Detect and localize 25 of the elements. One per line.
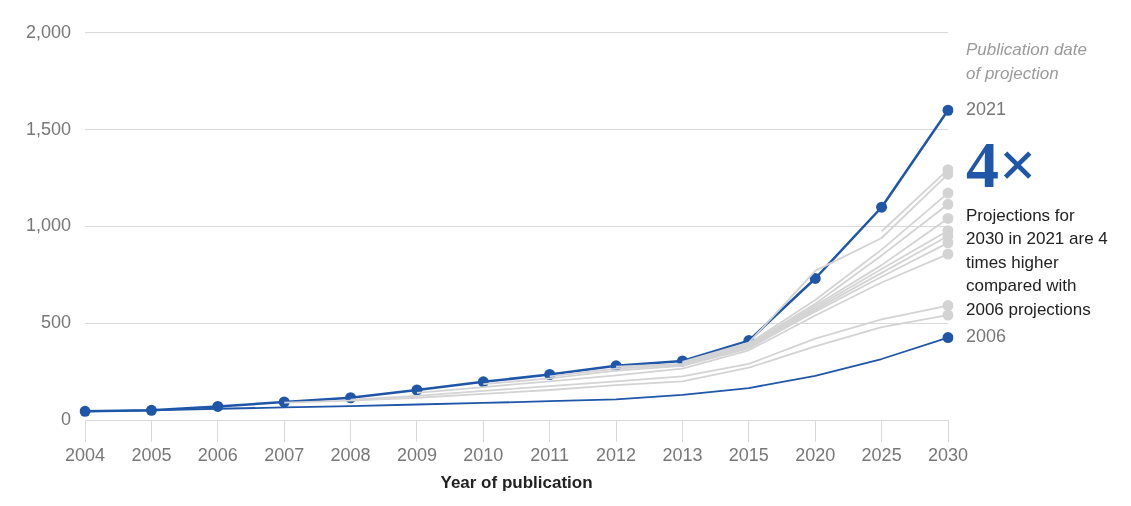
series-label: 2021 <box>966 99 1007 120</box>
x-tick-label: 2012 <box>596 444 637 465</box>
series-label: 2006 <box>966 326 1007 347</box>
x-tick-label: 2011 <box>530 444 570 465</box>
x-tick-label: 2006 <box>197 444 238 465</box>
y-tick-label: 2,000 <box>26 21 72 42</box>
x-tick-label: 2010 <box>463 444 504 465</box>
y-tick-label: 500 <box>41 312 72 333</box>
y-tick-label: 1,000 <box>26 215 72 236</box>
x-tick-label: 2013 <box>662 444 703 465</box>
x-tick-label: 2015 <box>728 444 769 465</box>
legend-title: Publication date of projection <box>966 39 1087 83</box>
x-tick-label: 2007 <box>264 444 305 465</box>
x-tick-label: 2008 <box>330 444 371 465</box>
x-tick-label: 2020 <box>795 444 836 465</box>
x-axis-title: Year of publication <box>440 473 593 493</box>
x-tick-label: 2009 <box>396 444 437 465</box>
x-tick-label: 2005 <box>131 444 172 465</box>
text: 4× <box>966 128 1037 202</box>
text: Projections for 2030 in 2021 are 4 times higher compared with 2006 projections <box>966 205 1108 319</box>
y-tick-label: 1,500 <box>26 118 72 139</box>
x-tick-label: 2025 <box>861 444 902 465</box>
x-tick-label: 2004 <box>65 444 106 465</box>
y-tick-label: 0 <box>61 408 72 429</box>
x-tick-label: 2030 <box>927 444 969 465</box>
